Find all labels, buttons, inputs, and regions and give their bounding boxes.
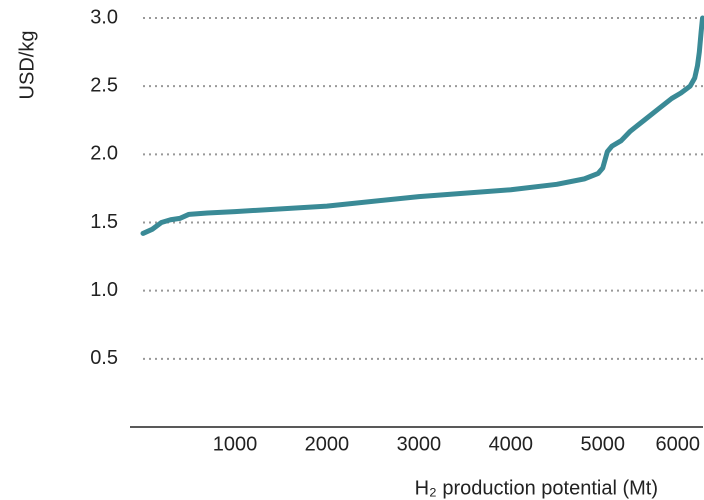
- x-axis-label: H₂ production potential (Mt): [415, 477, 658, 499]
- y-tick-label: 2.5: [90, 74, 118, 96]
- y-axis-label: USD/kg: [16, 31, 38, 100]
- x-tick-label: 5000: [581, 433, 626, 455]
- y-tick-label: 1.5: [90, 211, 118, 233]
- x-tick-label: 1000: [213, 433, 258, 455]
- y-tick-label: 2.0: [90, 143, 118, 165]
- x-tick-label: 3000: [397, 433, 442, 455]
- x-tick-label: 2000: [305, 433, 350, 455]
- line-series: [140, 15, 704, 236]
- y-tick-label: 1.0: [90, 279, 118, 301]
- x-tick-label: 6000: [656, 433, 701, 455]
- y-tick-label: 3.0: [90, 6, 118, 28]
- x-tick-label: 4000: [489, 433, 534, 455]
- y-tick-label: 0.5: [90, 347, 118, 369]
